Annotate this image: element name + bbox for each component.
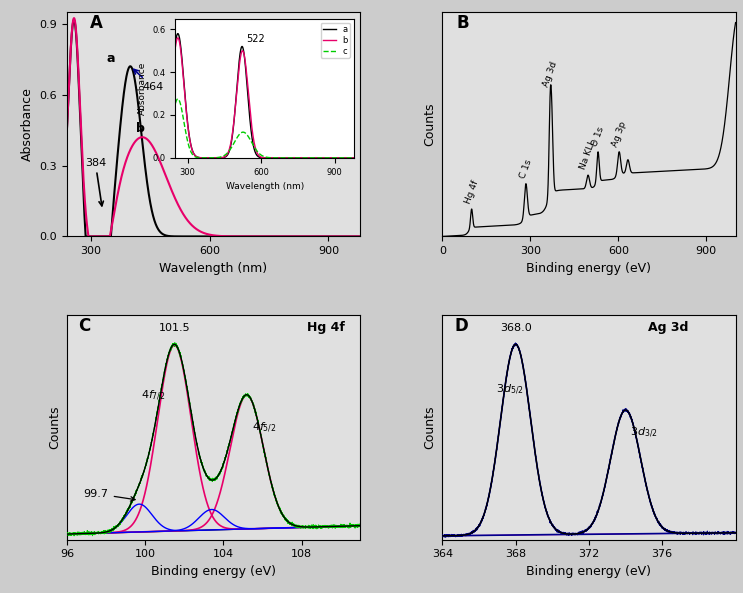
Text: B: B — [457, 14, 470, 31]
Text: A: A — [91, 14, 103, 31]
Text: $4f_{5/2}$: $4f_{5/2}$ — [252, 420, 276, 435]
Text: Hg 4f: Hg 4f — [308, 321, 345, 334]
Text: Ag 3d: Ag 3d — [648, 321, 688, 334]
Text: Na KLL: Na KLL — [579, 139, 597, 171]
X-axis label: Wavelength (nm): Wavelength (nm) — [160, 262, 267, 275]
Y-axis label: Counts: Counts — [424, 406, 437, 449]
Text: O 1s: O 1s — [591, 126, 606, 148]
X-axis label: Binding energy (eV): Binding energy (eV) — [527, 565, 652, 578]
Text: 384: 384 — [85, 158, 106, 206]
Text: 368.0: 368.0 — [500, 323, 531, 333]
Text: D: D — [454, 317, 468, 335]
Text: Ag 3p: Ag 3p — [611, 120, 628, 148]
Text: $3d_{5/2}$: $3d_{5/2}$ — [496, 383, 524, 397]
Text: 99.7: 99.7 — [84, 489, 135, 501]
Y-axis label: Counts: Counts — [424, 103, 437, 146]
Text: 464: 464 — [134, 69, 163, 92]
Text: C: C — [79, 317, 91, 335]
X-axis label: Binding energy (eV): Binding energy (eV) — [151, 565, 276, 578]
Text: Ag 3d: Ag 3d — [542, 60, 559, 88]
Text: b: b — [136, 122, 145, 135]
Text: Hg 4f: Hg 4f — [463, 179, 480, 205]
Text: $4f_{7/2}$: $4f_{7/2}$ — [140, 389, 165, 403]
Y-axis label: Counts: Counts — [48, 406, 62, 449]
Text: a: a — [106, 52, 115, 65]
Text: C 1s: C 1s — [519, 158, 533, 180]
Y-axis label: Absorbance: Absorbance — [21, 87, 34, 161]
Text: 101.5: 101.5 — [158, 323, 190, 333]
Text: $3d_{3/2}$: $3d_{3/2}$ — [630, 426, 658, 441]
X-axis label: Binding energy (eV): Binding energy (eV) — [527, 262, 652, 275]
